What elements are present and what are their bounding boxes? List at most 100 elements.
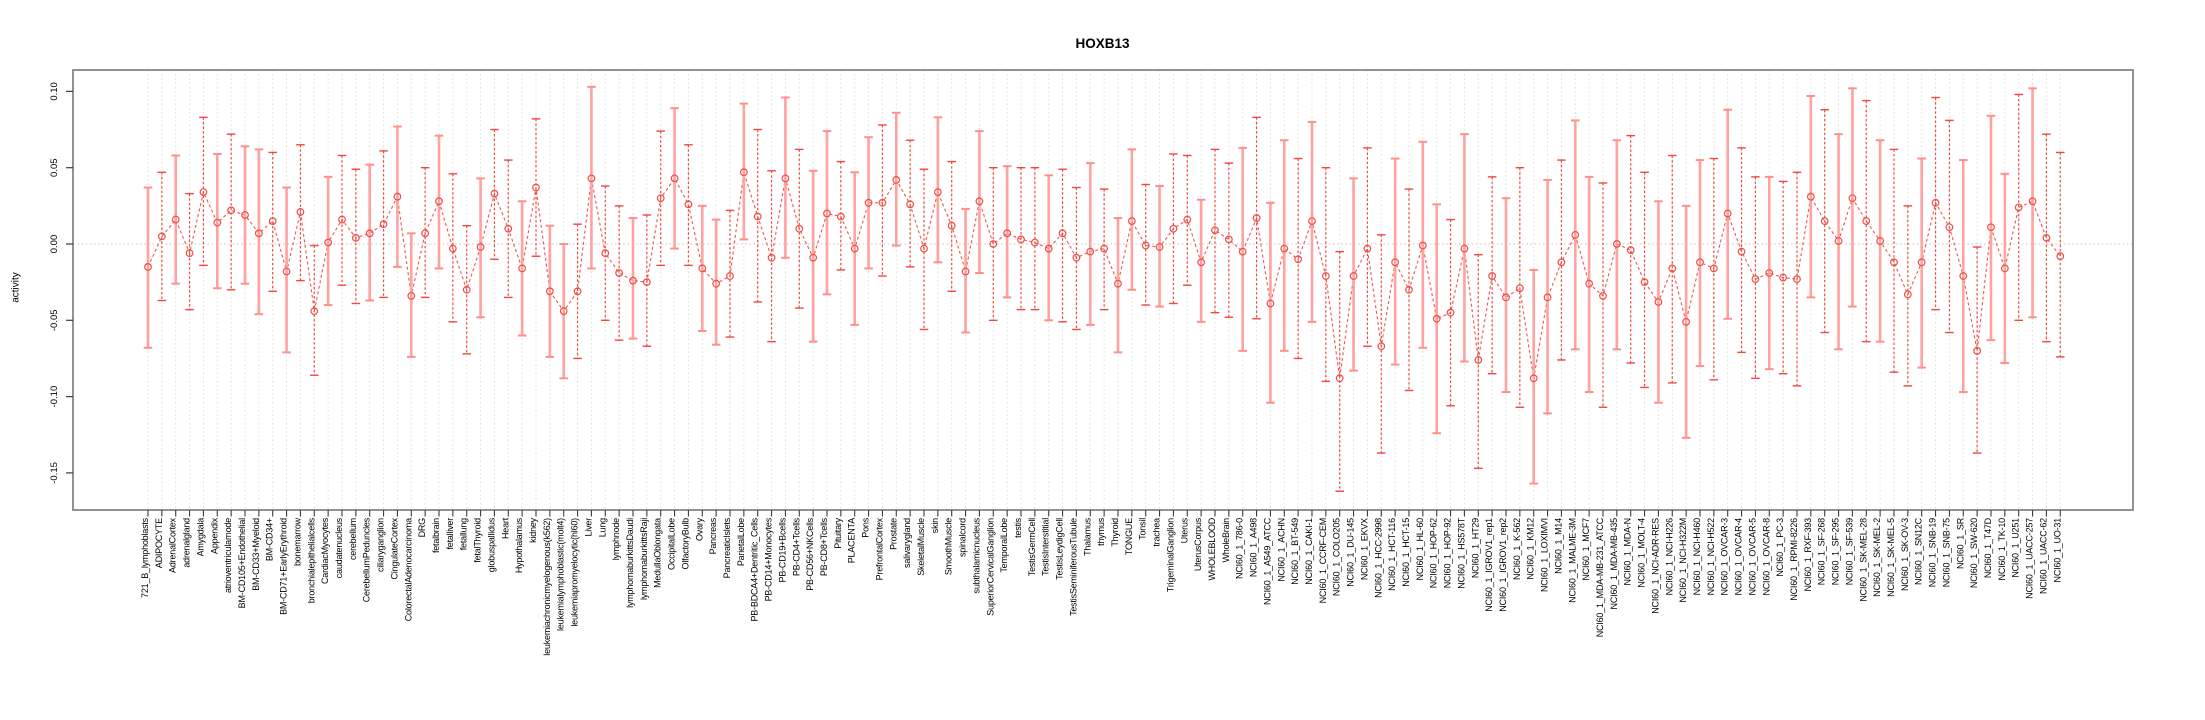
x-tick-label: NCI60_1_OVCAR-4 [1734,518,1744,596]
y-tick-label: 0.00 [49,235,60,254]
x-tick-label: ADIPOCYTE [154,518,164,568]
x-tick-label: NCI60_1_MDA-MB-435 [1609,518,1619,610]
x-tick-label: Uterus [1179,517,1189,543]
x-tick-label: ParietalLobe [736,518,746,566]
data-point-marker [1682,317,1691,326]
data-point-marker [781,174,790,183]
x-tick-label: leukemialymphoblastic(molt4) [556,518,566,631]
x-tick-label: NCI60_1_UACC-257 [2025,518,2035,599]
data-point-marker [2014,203,2023,212]
x-tick-label: BM-CD34+ [265,518,275,561]
x-tick-label: NCI60_1_NCI-H226 [1664,518,1674,596]
series-line [147,172,2061,379]
data-point-marker [1141,241,1150,250]
data-point-marker [324,238,333,247]
x-tick-label: WHOLEBLOOD [1207,517,1217,580]
x-tick-label: NCI60_1_CAKI-1 [1304,518,1314,585]
x-tick-label: AdrenalCortex [168,517,178,573]
data-point-marker [1432,314,1441,323]
x-tick-label: NCI60_1_MOLT-4 [1637,518,1647,588]
data-point-marker [1086,247,1095,256]
data-point-marker [975,197,984,206]
x-tick-label: NCI60_1_A498 [1249,518,1259,577]
data-point-marker [767,253,776,262]
data-point-marker [1169,224,1178,233]
data-point-marker [1349,272,1358,280]
x-tick-label: bonemarrow [292,517,302,566]
data-point-marker [1723,209,1732,218]
x-tick-label: adrenalgland [182,518,192,568]
data-point-marker [1044,244,1053,253]
data-point-marker [462,285,471,294]
y-tick-label: 0.05 [49,158,60,177]
x-tick-label: NCI60_1_TK-10 [1997,518,2007,581]
x-tick-label: NCI60_1_COLO205 [1332,518,1342,596]
x-tick-label: trachea [1152,518,1162,547]
x-tick-label: CingulateCortex [389,517,399,579]
data-point-marker [726,272,734,280]
x-tick-label: NCI60_1_ACHN [1276,518,1286,582]
x-tick-label: fetalbrain [431,518,441,553]
data-point-marker [823,209,831,218]
data-point-marker [850,244,859,253]
x-tick-label: NCI60_1_UO-31 [2052,518,2062,583]
x-tick-label: caudatenucleus [334,517,344,578]
x-tick-label: PB-CD4+Tcells [791,517,801,576]
y-tick-label: -0.05 [49,309,60,331]
y-axis-title: activity [10,272,22,303]
x-tick-label: NCI60_1_SK-OV-3 [1900,518,1910,591]
data-point-marker [282,267,291,276]
data-point-marker [1017,235,1025,244]
x-tick-label: PB-CD56+NKCells [805,517,815,590]
data-point-marker [656,194,665,203]
x-tick-label: TemporalLobe [999,518,1009,573]
x-tick-label: NCI60_1_MDA-MB-231_ATCC [1595,517,1605,637]
x-tick-label: NCI60_1_SK-MEL-2 [1872,518,1882,597]
x-tick-label: NCI60_1_PC-3 [1775,518,1785,577]
data-point-marker [365,229,374,238]
data-point-marker [476,243,485,251]
x-tick-label: SkeletalMuscle [916,518,926,576]
x-tick-label: leukemiapromyelocytic(hl60) [570,518,580,627]
data-point-marker [920,244,928,253]
x-tick-label: NCI60_1_BT-549 [1290,518,1300,585]
data-point-marker [1834,237,1843,245]
x-tick-label: BM-CD71+EarlyErythroid [279,518,289,615]
x-tick-label: NCI60_1_NCI-H322M [1678,518,1688,603]
data-point-marker [1626,246,1635,255]
data-point-marker [1294,255,1303,264]
y-tick-label: -0.15 [49,462,60,484]
data-point-marker [1529,374,1538,383]
x-tick-label: NCI60_1_HL-60 [1415,518,1425,581]
x-tick-label: PB-BDCA4+Dentritic_Cells [750,517,760,621]
x-tick-label: NCI60_1_HS578T [1456,517,1466,588]
data-point-marker [1876,237,1885,245]
data-point-marker [961,267,970,276]
data-point-marker [1806,192,1815,201]
data-point-marker [1696,258,1704,267]
data-point-marker [906,200,915,209]
data-point-marker [1155,243,1164,251]
x-tick-label: NCI60_1_SF-295 [1831,518,1841,585]
data-point-marker [629,276,637,285]
x-tick-label: Amygdala [195,518,205,557]
data-point-marker [2000,264,2009,273]
x-tick-label: NCI60_1_RPMI-8226 [1789,518,1799,601]
data-point-marker [1848,194,1857,203]
data-point-marker [989,240,998,248]
x-tick-label: NCI60_1_NCI-ADR-RES [1650,518,1660,614]
x-tick-label: NCI60_1_IGROV1_rep1 [1484,518,1494,612]
x-tick-label: NCI60_1_HCT-116 [1387,518,1397,591]
x-tick-label: NCI60_1_NCI-H460 [1692,518,1702,596]
data-point-marker [157,232,166,241]
x-tick-label: Thyroid [1110,518,1120,547]
x-tick-label: NCI60_1_CCRF-CEM [1318,518,1328,603]
x-tick-label: NCI60_1_EKVX [1359,518,1369,580]
data-point-marker [185,249,194,258]
data-point-marker [573,287,582,296]
x-tick-label: OccipitalLobe [667,518,677,570]
data-point-marker [532,183,540,192]
data-point-marker [1460,244,1469,253]
x-tick-label: Appendix [209,517,219,554]
x-tick-label: lymphomaburkittsRaji [639,518,649,600]
